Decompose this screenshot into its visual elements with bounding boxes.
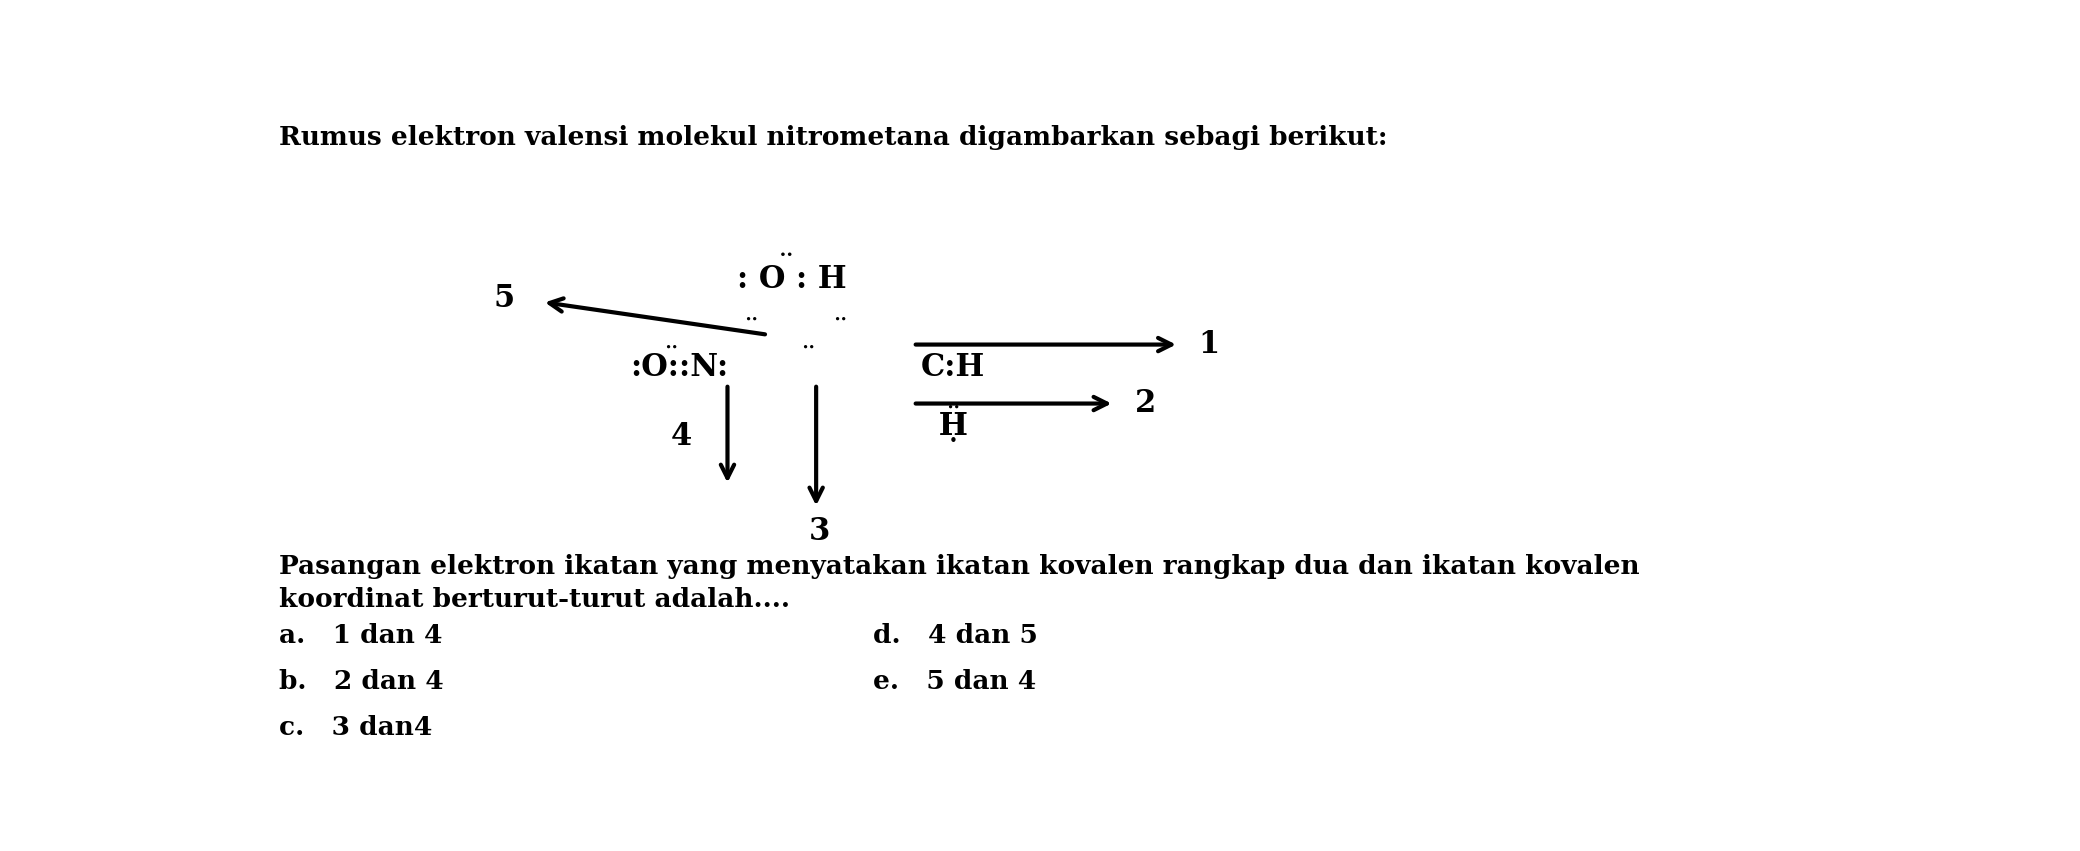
Text: ⋅⋅: ⋅⋅ <box>780 247 795 266</box>
Text: 3: 3 <box>809 517 830 547</box>
Text: ⋅⋅: ⋅⋅ <box>664 339 678 357</box>
Text: 1: 1 <box>1198 329 1219 360</box>
Text: :O::N:: :O::N: <box>630 352 728 383</box>
Text: C:H: C:H <box>921 352 986 383</box>
Text: : O : H: : O : H <box>736 264 847 294</box>
Text: ⋅⋅: ⋅⋅ <box>834 311 847 329</box>
Text: Ḥ: Ḥ <box>938 411 967 442</box>
Text: ⋅⋅: ⋅⋅ <box>745 311 759 329</box>
Text: ⋅⋅: ⋅⋅ <box>946 399 961 417</box>
Text: H: H <box>938 411 967 442</box>
Text: 4: 4 <box>670 420 693 452</box>
Text: 5: 5 <box>493 283 514 314</box>
Text: e.   5 dan 4: e. 5 dan 4 <box>874 669 1036 694</box>
Text: koordinat berturut-turut adalah....: koordinat berturut-turut adalah.... <box>279 587 790 612</box>
Text: ⋅⋅: ⋅⋅ <box>801 339 815 357</box>
Text: c.   3 dan4: c. 3 dan4 <box>279 715 433 740</box>
Text: 2: 2 <box>1136 388 1156 419</box>
Text: a.   1 dan 4: a. 1 dan 4 <box>279 623 443 648</box>
Text: d.   4 dan 5: d. 4 dan 5 <box>874 623 1038 648</box>
Text: Rumus elektron valensi molekul nitrometana digambarkan sebagi berikut:: Rumus elektron valensi molekul nitrometa… <box>279 125 1387 150</box>
Text: b.   2 dan 4: b. 2 dan 4 <box>279 669 445 694</box>
Text: Pasangan elektron ikatan yang menyatakan ikatan kovalen rangkap dua dan ikatan k: Pasangan elektron ikatan yang menyatakan… <box>279 554 1639 580</box>
